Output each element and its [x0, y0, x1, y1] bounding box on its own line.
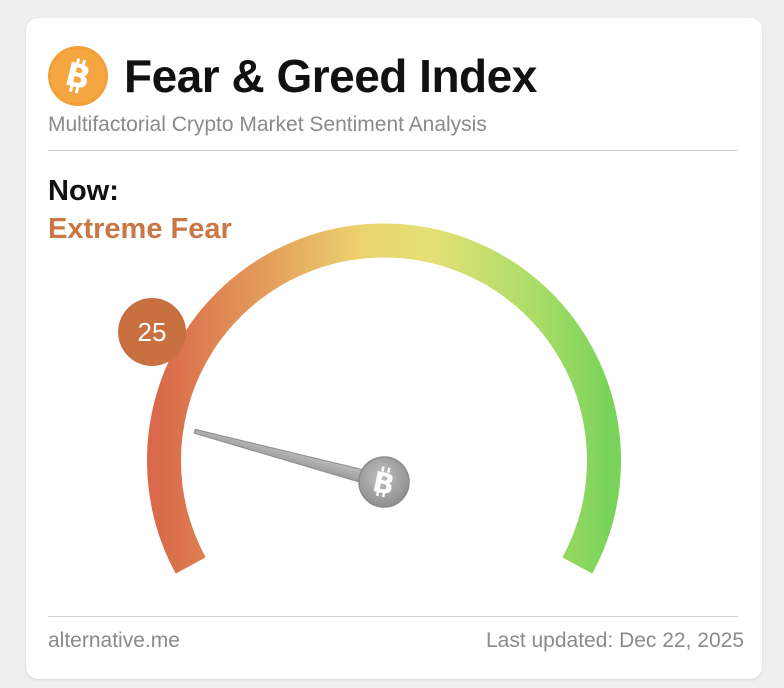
- page-title: Fear & Greed Index: [124, 50, 537, 102]
- top-divider: [48, 150, 738, 151]
- now-label: Now:: [48, 175, 119, 207]
- sentiment-gauge: B: [147, 223, 621, 574]
- gauge-needle: [193, 428, 387, 490]
- sentiment-status: Extreme Fear: [48, 213, 232, 245]
- needle-hub-bitcoin-icon: B: [358, 456, 410, 508]
- fear-greed-card: B Fear & Greed Index Multifactorial Cryp…: [26, 18, 762, 679]
- last-updated: Last updated: Dec 22, 2025: [485, 629, 744, 652]
- source-link[interactable]: alternative.me: [48, 629, 180, 652]
- header: B Fear & Greed Index: [48, 46, 748, 106]
- bitcoin-icon: B: [48, 46, 108, 106]
- bottom-divider: [48, 616, 738, 617]
- page-subtitle: Multifactorial Crypto Market Sentiment A…: [48, 113, 487, 136]
- gauge-arc: [147, 223, 621, 574]
- index-value-badge: 25: [118, 298, 186, 366]
